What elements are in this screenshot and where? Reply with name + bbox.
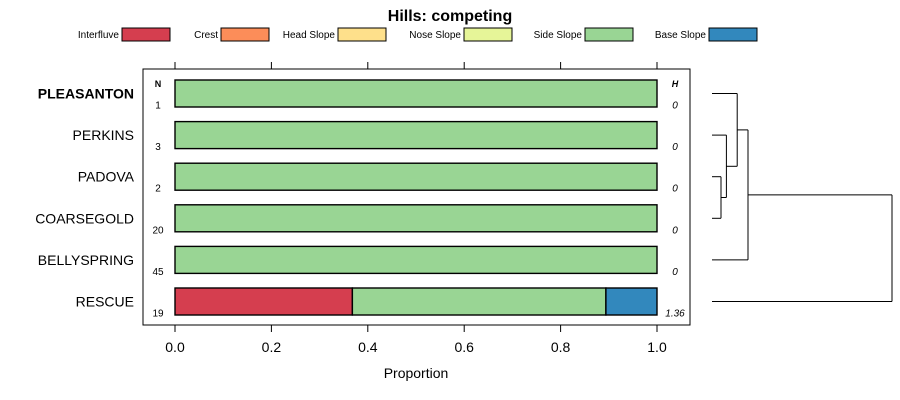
x-axis-label: Proportion bbox=[384, 365, 449, 381]
h-column-header: H bbox=[672, 79, 679, 89]
h-value: 0 bbox=[672, 225, 678, 236]
legend-label-nose-slope: Nose Slope bbox=[409, 30, 461, 41]
h-value: 1.36 bbox=[665, 309, 685, 320]
legend-swatch-nose-slope bbox=[463, 27, 513, 42]
n-value: 2 bbox=[155, 184, 161, 195]
bar-segment-side-slope bbox=[174, 79, 658, 108]
n-value: 20 bbox=[152, 225, 164, 236]
n-value: 3 bbox=[155, 142, 161, 153]
x-tick-label: 0.4 bbox=[358, 339, 378, 355]
category-label-coarsegold: COARSEGOLD bbox=[35, 210, 134, 226]
legend-swatch-crest bbox=[220, 27, 270, 42]
legend-swatch-interfluve bbox=[121, 27, 171, 42]
h-value: 0 bbox=[672, 142, 678, 153]
legend-swatch-side-slope bbox=[584, 27, 634, 42]
category-label-bellyspring: BELLYSPRING bbox=[38, 252, 134, 268]
legend-label-head-slope: Head Slope bbox=[283, 30, 336, 41]
n-value: 45 bbox=[152, 267, 164, 278]
legend-swatch-base-slope bbox=[708, 27, 758, 42]
bar-segment-side-slope bbox=[174, 162, 658, 191]
h-value: 0 bbox=[672, 267, 678, 278]
n-column-header: N bbox=[155, 79, 162, 89]
bar-segment-base-slope bbox=[605, 287, 658, 316]
category-label-rescue: RESCUE bbox=[76, 294, 134, 310]
h-value: 0 bbox=[672, 101, 678, 112]
bar-segment-side-slope bbox=[351, 287, 607, 316]
plot-frame bbox=[142, 68, 691, 326]
category-label-perkins: PERKINS bbox=[73, 127, 134, 143]
x-tick-label: 0.8 bbox=[551, 339, 571, 355]
legend-label-interfluve: Interfluve bbox=[78, 30, 120, 41]
bar-segment-interfluve bbox=[174, 287, 354, 316]
x-axis: 0.0 0.2 0.4 0.6 0.8 1.0 bbox=[165, 62, 667, 355]
h-value: 0 bbox=[672, 184, 678, 195]
x-tick-label: 0.2 bbox=[262, 339, 282, 355]
legend-label-base-slope: Base Slope bbox=[655, 30, 707, 41]
bar-segment-side-slope bbox=[174, 120, 658, 150]
category-label-padova: PADOVA bbox=[78, 169, 135, 185]
legend-swatch-head-slope bbox=[337, 27, 387, 42]
legend: Interfluve Crest Head Slope Nose Slope Side … bbox=[78, 27, 758, 42]
dendrogram bbox=[712, 93, 893, 302]
legend-label-crest: Crest bbox=[194, 30, 218, 41]
x-tick-label: 0.6 bbox=[454, 339, 474, 355]
category-label-pleasanton: PLEASANTON bbox=[38, 86, 134, 102]
chart-title: Hills: competing bbox=[388, 8, 512, 25]
n-value: 19 bbox=[152, 309, 164, 320]
n-value: 1 bbox=[155, 101, 161, 112]
bar-segment-side-slope bbox=[174, 245, 658, 275]
x-tick-label: 0.0 bbox=[165, 339, 185, 355]
legend-label-side-slope: Side Slope bbox=[534, 30, 583, 41]
bar-segment-side-slope bbox=[174, 204, 658, 233]
x-tick-label: 1.0 bbox=[647, 339, 667, 355]
